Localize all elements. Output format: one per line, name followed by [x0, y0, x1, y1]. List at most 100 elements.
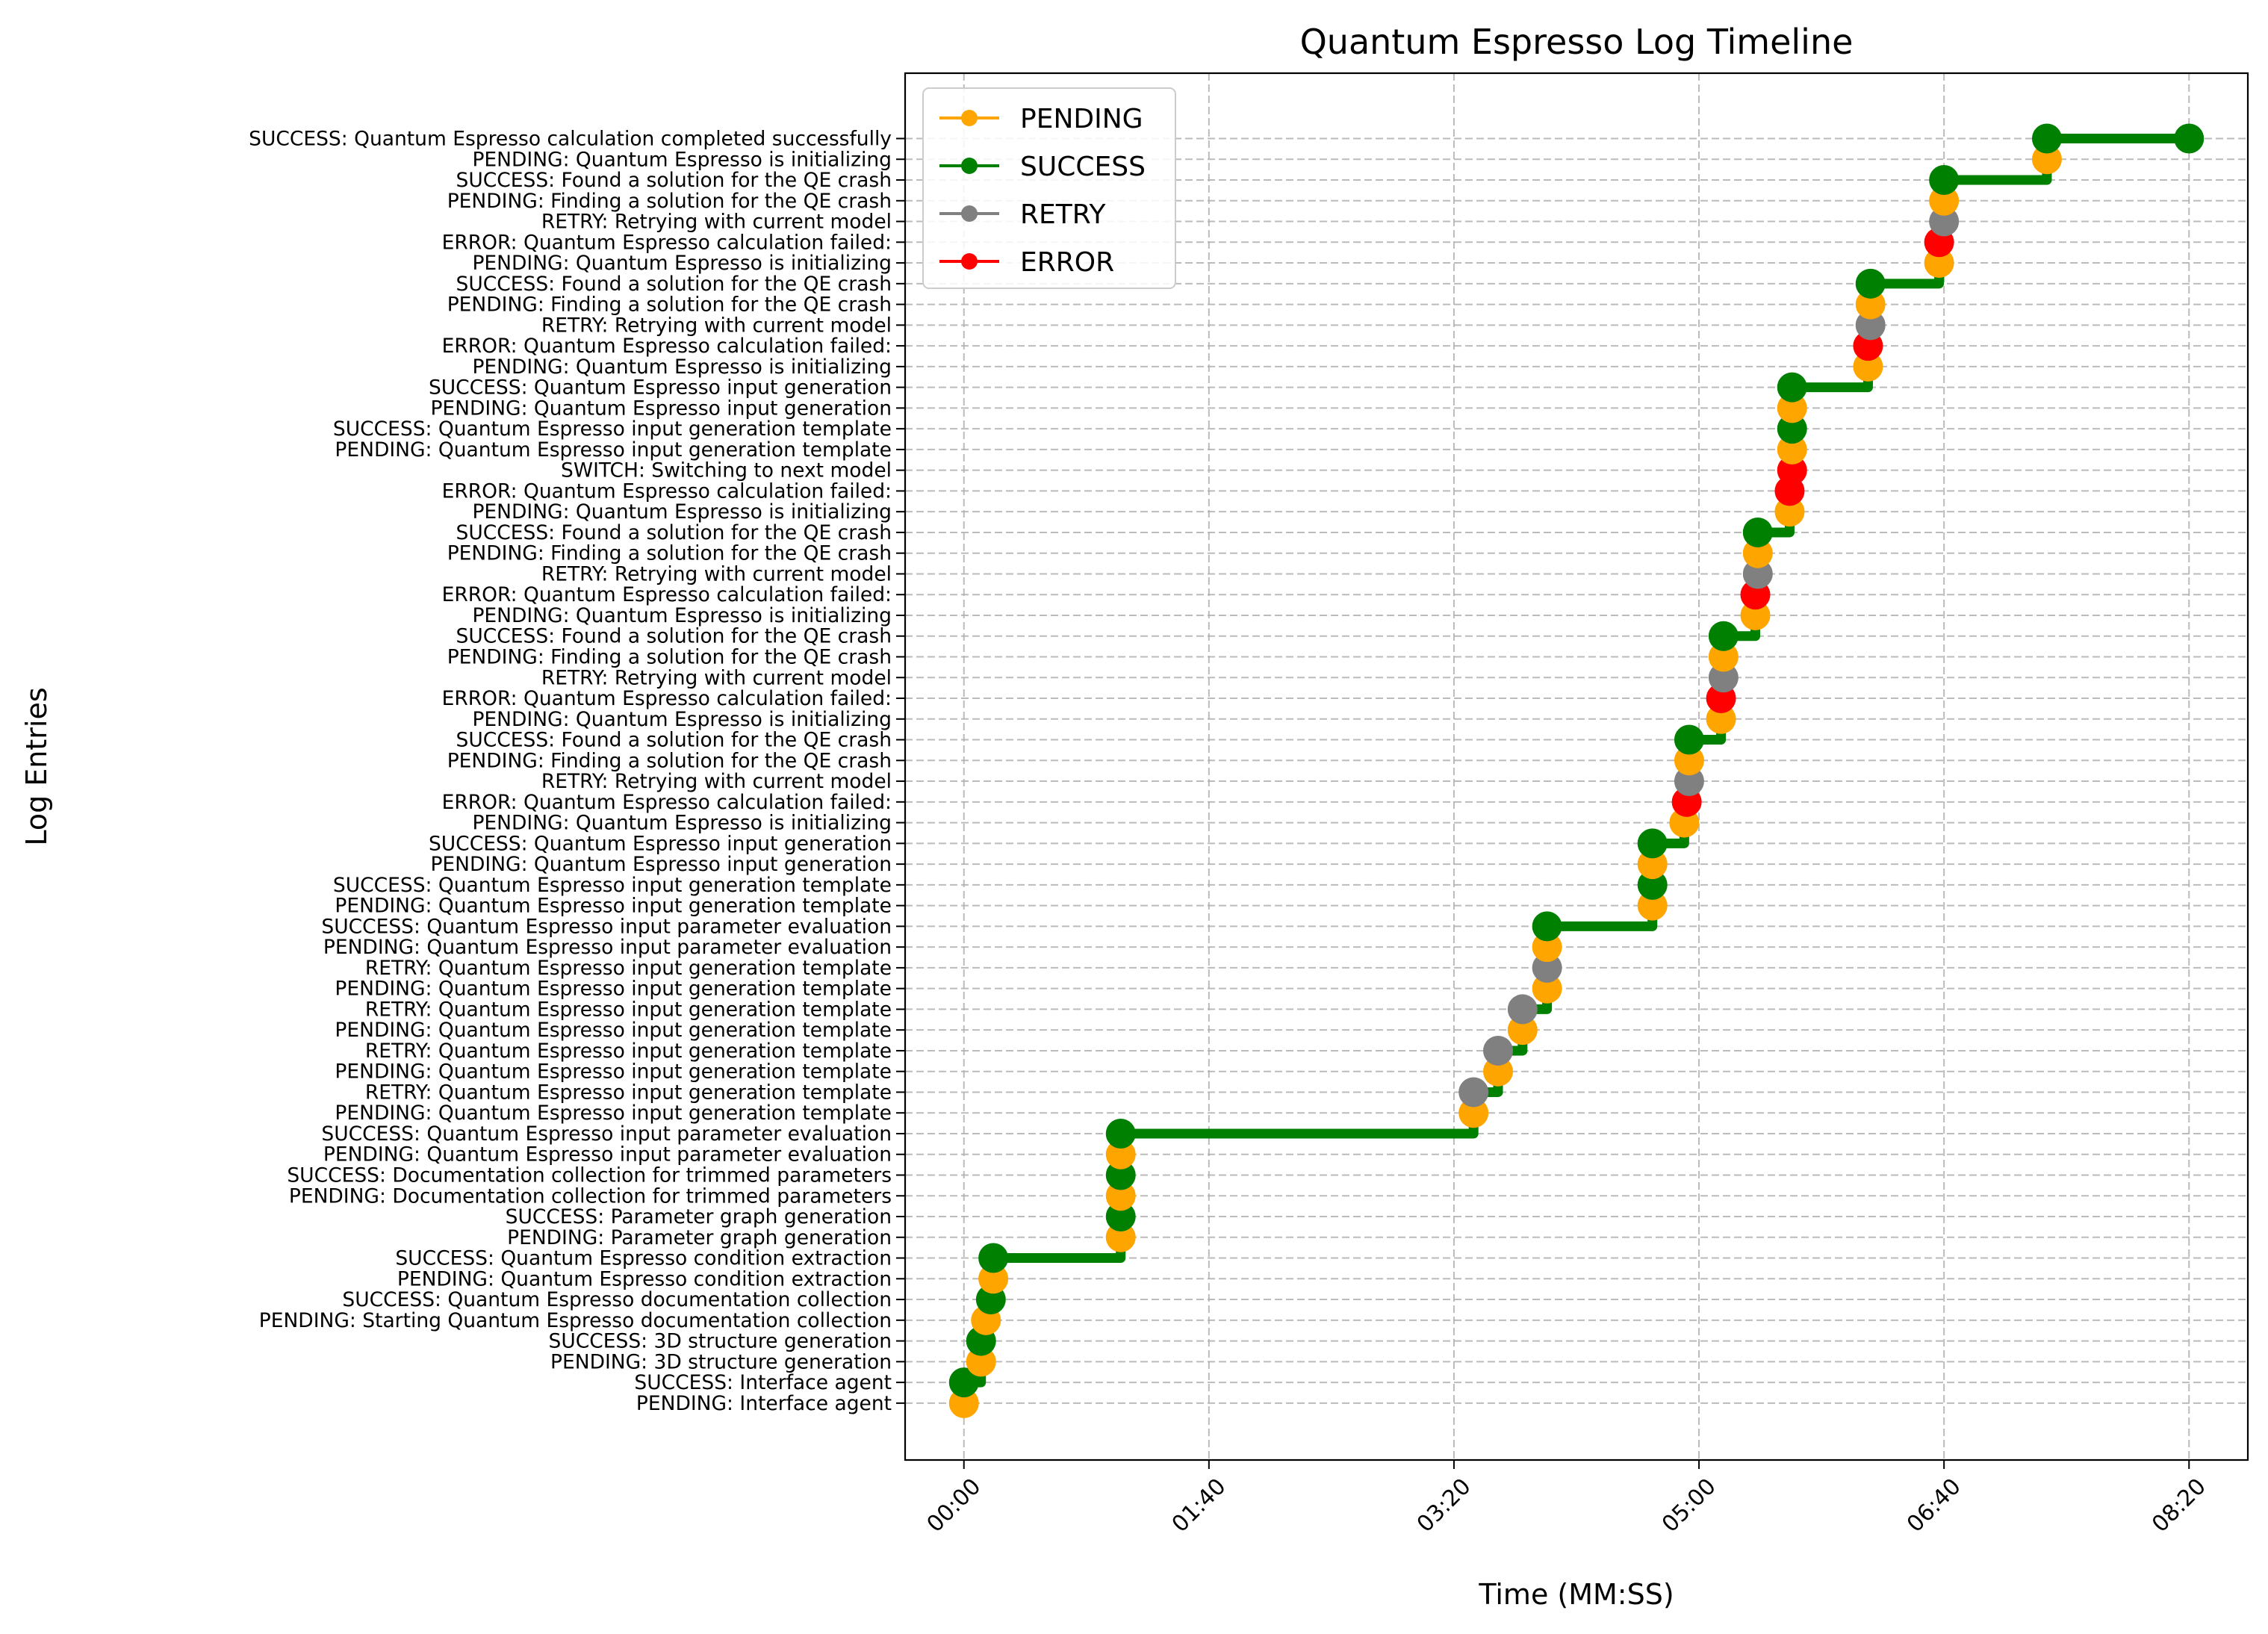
y-tick-label: PENDING: Finding a solution for the QE c… — [447, 646, 892, 669]
legend-marker — [961, 205, 978, 222]
status-markers — [948, 123, 2205, 1418]
marker-success — [1637, 828, 1668, 859]
y-tick-label: RETRY: Quantum Espresso input generation… — [365, 998, 892, 1021]
marker-pending — [978, 1264, 1009, 1294]
marker-pending — [1777, 393, 1807, 423]
y-tick-label: PENDING: Documentation collection for tr… — [289, 1184, 892, 1208]
legend-label: ERROR — [1020, 247, 1114, 278]
y-tick-label: PENDING: Quantum Espresso input generati… — [335, 1019, 892, 1042]
x-tick-label: 05:00 — [1657, 1473, 1721, 1538]
plot-frame — [904, 72, 2249, 1461]
y-tick-label: PENDING: Quantum Espresso input generati… — [335, 1102, 892, 1125]
marker-success — [2031, 123, 2062, 154]
marker-pending — [1507, 1015, 1538, 1046]
y-tick-label: PENDING: Quantum Espresso input generati… — [430, 397, 892, 420]
marker-success — [978, 1243, 1009, 1273]
y-tick-label: RETRY: Quantum Espresso input generation… — [365, 957, 892, 980]
x-tick-label: 01:40 — [1167, 1473, 1231, 1538]
y-tick-label: PENDING: Quantum Espresso condition extr… — [397, 1267, 892, 1290]
marker-success — [1929, 165, 1960, 196]
y-tick-label: PENDING: Quantum Espresso is initializin… — [472, 500, 892, 524]
y-tick-label: ERROR: Quantum Espresso calculation fail… — [442, 583, 892, 606]
marker-pending — [966, 1346, 996, 1377]
y-tick-label: PENDING: Quantum Espresso input paramete… — [323, 936, 892, 959]
marker-pending — [1777, 434, 1807, 465]
y-tick-label: RETRY: Retrying with current model — [541, 666, 892, 689]
marker-pending — [1105, 1139, 1136, 1169]
marker-retry — [1855, 310, 1886, 341]
y-tick-label: RETRY: Retrying with current model — [541, 562, 892, 585]
y-tick-label: ERROR: Quantum Espresso calculation fail… — [442, 791, 892, 814]
marker-pending — [1742, 538, 1773, 568]
y-tick-label: SUCCESS: Found a solution for the QE cra… — [456, 273, 892, 296]
x-axis-label: Time (MM:SS) — [1478, 1578, 1674, 1611]
x-tick-label: 00:00 — [922, 1473, 987, 1538]
y-tick-label: PENDING: Quantum Espresso input generati… — [335, 895, 892, 918]
y-tick-label: SUCCESS: Quantum Espresso condition extr… — [395, 1247, 892, 1270]
marker-retry — [1507, 994, 1538, 1025]
legend-box — [922, 87, 1176, 289]
y-tick-label: PENDING: Finding a solution for the QE c… — [447, 190, 892, 213]
y-tick-label: PENDING: Finding a solution for the QE c… — [447, 749, 892, 772]
marker-success — [1777, 372, 1807, 403]
y-tick-label: RETRY: Retrying with current model — [541, 211, 892, 234]
x-tick-label: 08:20 — [2147, 1473, 2211, 1538]
y-tick-label: SUCCESS: Quantum Espresso input paramete… — [321, 915, 892, 938]
x-tick-label: 03:20 — [1412, 1473, 1476, 1538]
marker-pending — [1105, 1181, 1136, 1211]
y-tick-label: PENDING: Quantum Espresso is initializin… — [472, 355, 892, 379]
timeline-connector — [959, 134, 2194, 1408]
marker-pending — [2031, 144, 2062, 175]
marker-pending — [1740, 600, 1771, 630]
legend-label: SUCCESS — [1020, 152, 1146, 182]
marker-success — [1777, 414, 1807, 444]
chart-title: Quantum Espresso Log Timeline — [1300, 22, 1854, 62]
y-tick-label: PENDING: Interface agent — [636, 1392, 892, 1415]
marker-success — [1105, 1202, 1136, 1232]
y-tick-label: PENDING: Starting Quantum Espresso docum… — [259, 1309, 892, 1332]
marker-pending — [1105, 1222, 1136, 1252]
y-tick-label: SUCCESS: Quantum Espresso documentation … — [342, 1288, 892, 1311]
y-tick-label: PENDING: Quantum Espresso input generati… — [335, 978, 892, 1001]
marker-retry — [1458, 1077, 1489, 1108]
marker-retry — [1532, 952, 1562, 983]
marker-success — [1637, 869, 1668, 900]
marker-retry — [1708, 662, 1739, 693]
marker-success — [1674, 724, 1704, 755]
y-tick-label: SUCCESS: Quantum Espresso input generati… — [429, 832, 892, 855]
legend-label: RETRY — [1020, 199, 1106, 230]
marker-pending — [1674, 745, 1704, 776]
y-tick-label: SUCCESS: Interface agent — [634, 1371, 892, 1394]
marker-success — [1855, 268, 1886, 299]
y-tick-label: SUCCESS: Parameter graph generation — [506, 1205, 892, 1228]
marker-pending — [1532, 973, 1562, 1004]
marker-pending — [1637, 890, 1668, 921]
marker-pending — [1708, 642, 1739, 672]
y-tick-label: PENDING: Quantum Espresso input generati… — [430, 853, 892, 876]
y-tick-label: PENDING: Quantum Espresso input paramete… — [323, 1143, 892, 1167]
y-tick-label: RETRY: Retrying with current model — [541, 314, 892, 337]
legend-label: PENDING — [1020, 104, 1143, 134]
marker-pending — [1855, 289, 1886, 320]
marker-success — [1105, 1118, 1136, 1149]
y-tick-label: ERROR: Quantum Espresso calculation fail… — [442, 479, 892, 503]
marker-pending — [1853, 351, 1883, 382]
x-axis-ticks: 00:00 01:40 03:20 05:00 06:40 08:20 — [922, 1460, 2211, 1538]
y-tick-label: PENDING: Finding a solution for the QE c… — [447, 542, 892, 565]
y-tick-label: RETRY: Retrying with current model — [541, 770, 892, 793]
y-tick-label: RETRY: Quantum Espresso input generation… — [365, 1081, 892, 1104]
y-tick-label: SUCCESS: Documentation collection for tr… — [287, 1164, 892, 1187]
y-tick-label: PENDING: Quantum Espresso input generati… — [335, 1060, 892, 1084]
marker-success — [1532, 911, 1562, 942]
y-tick-label: RETRY: Quantum Espresso input generation… — [365, 1040, 892, 1063]
legend-marker — [961, 110, 978, 126]
y-tick-label: SUCCESS: Found a solution for the QE cra… — [456, 625, 892, 648]
connector-lines — [959, 134, 2194, 1408]
y-tick-label: SUCCESS: Found a solution for the QE cra… — [456, 729, 892, 752]
marker-success — [948, 1367, 979, 1398]
marker-switch — [1777, 455, 1807, 485]
y-tick-label: ERROR: Quantum Espresso calculation fail… — [442, 231, 892, 254]
y-tick-label: SUCCESS: Found a solution for the QE cra… — [456, 169, 892, 192]
y-tick-label: PENDING: Parameter graph generation — [507, 1226, 892, 1249]
